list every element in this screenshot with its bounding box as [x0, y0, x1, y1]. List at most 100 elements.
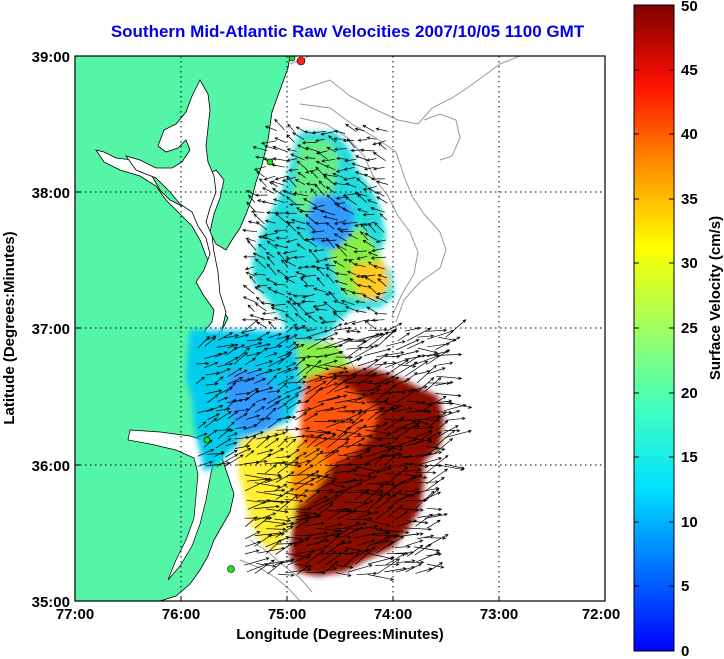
velocity-arrows	[195, 118, 473, 581]
velocity-arrow	[444, 400, 473, 409]
velocity-arrow	[320, 131, 336, 136]
velocity-arrow	[318, 316, 328, 323]
velocity-arrow	[333, 260, 345, 268]
velocity-arrow	[256, 331, 270, 340]
velocity-arrow	[227, 410, 239, 419]
velocity-arrow	[415, 471, 437, 475]
velocity-arrow	[204, 361, 219, 369]
velocity-arrow	[434, 380, 454, 386]
velocity-arrow	[270, 306, 286, 313]
velocity-arrow	[426, 454, 449, 473]
velocity-arrow	[363, 174, 375, 180]
velocity-arrow	[324, 441, 349, 458]
velocity-arrow	[365, 331, 389, 349]
velocity-arrow	[367, 328, 388, 332]
velocity-arrow	[296, 160, 308, 171]
velocity-arrow	[275, 236, 287, 240]
velocity-arrow	[404, 474, 423, 484]
velocity-arrow	[197, 448, 215, 457]
velocity-arrow	[295, 226, 306, 230]
velocity-arrow	[426, 349, 451, 365]
velocity-arrow	[357, 333, 380, 348]
velocity-arrow	[275, 212, 286, 222]
velocity-arrow	[296, 364, 311, 376]
velocity-arrow	[436, 464, 465, 471]
velocity-arrow	[314, 138, 325, 143]
velocity-arrow	[244, 377, 256, 383]
velocity-arrow	[264, 476, 283, 484]
velocity-arrow	[374, 376, 396, 386]
velocity-arrow	[386, 322, 403, 332]
velocity-arrow	[351, 319, 366, 325]
velocity-arrow	[433, 438, 454, 455]
velocity-arrow	[339, 229, 355, 234]
velocity-arrow	[375, 562, 400, 567]
velocity-arrow	[224, 356, 239, 365]
velocity-arrow	[366, 158, 377, 162]
velocity-arrow	[204, 417, 218, 428]
velocity-arrow	[424, 446, 439, 456]
velocity-arrow	[246, 190, 256, 196]
velocity-arrow	[314, 374, 338, 383]
velocity-arrow	[434, 429, 456, 448]
velocity-arrow	[334, 420, 356, 424]
velocity-arrow	[371, 247, 385, 253]
velocity-arrow	[261, 200, 277, 205]
velocity-arrow	[394, 545, 411, 549]
velocity-arrow	[367, 251, 378, 257]
velocity-arrow	[327, 431, 348, 448]
radar-station-icon	[266, 158, 274, 166]
velocity-arrow	[313, 287, 327, 293]
velocity-arrow	[405, 438, 433, 447]
velocity-arrow	[362, 294, 377, 303]
velocity-arrow	[295, 477, 315, 491]
velocity-arrow	[417, 334, 435, 338]
velocity-arrow	[287, 513, 309, 519]
velocity-arrow	[344, 526, 364, 537]
velocity-arrow	[288, 202, 305, 207]
velocity-arrow	[344, 424, 367, 440]
velocity-arrow	[316, 277, 325, 287]
velocity-arrow	[260, 301, 275, 305]
velocity-arrow	[337, 410, 356, 414]
velocity-arrow	[333, 147, 347, 151]
velocity-arrow	[305, 238, 318, 248]
velocity-arrow	[343, 177, 356, 181]
velocity-arrow	[364, 276, 376, 284]
velocity-arrow	[335, 457, 351, 464]
velocity-arrow	[225, 449, 238, 458]
velocity-arrow	[347, 517, 373, 521]
velocity-arrow	[243, 557, 270, 566]
velocity-arrow	[246, 499, 267, 504]
velocity-arrow	[406, 544, 424, 557]
velocity-arrow	[306, 545, 329, 556]
velocity-arrow	[245, 402, 256, 413]
velocity-arrow	[254, 286, 265, 294]
velocity-arrow	[311, 264, 326, 269]
velocity-arrow	[367, 574, 395, 581]
velocity-arrow	[295, 336, 313, 340]
velocity-arrow	[396, 422, 420, 438]
velocity-arrow	[360, 274, 376, 279]
velocity-arrow	[264, 219, 276, 224]
velocity-arrow	[297, 426, 311, 431]
velocity-arrow	[252, 146, 268, 152]
velocity-arrow	[347, 564, 373, 573]
velocity-arrow	[242, 296, 258, 304]
velocity-arrow	[323, 173, 338, 178]
velocity-arrow	[414, 409, 432, 414]
velocity-arrow	[235, 425, 247, 430]
velocity-arrow	[273, 317, 287, 322]
y-tick-label: 37:00	[32, 321, 70, 338]
velocity-arrow	[254, 504, 280, 509]
velocity-arrow	[379, 213, 388, 221]
velocity-arrow	[233, 352, 248, 365]
velocity-arrow	[395, 559, 416, 564]
velocity-arrow	[273, 290, 285, 296]
velocity-arrow	[284, 463, 302, 468]
velocity-arrow	[227, 432, 238, 438]
velocity-arrow	[314, 183, 325, 196]
velocity-arrow	[305, 328, 316, 332]
velocity-arrow	[374, 444, 404, 449]
velocity-arrow	[395, 339, 420, 351]
